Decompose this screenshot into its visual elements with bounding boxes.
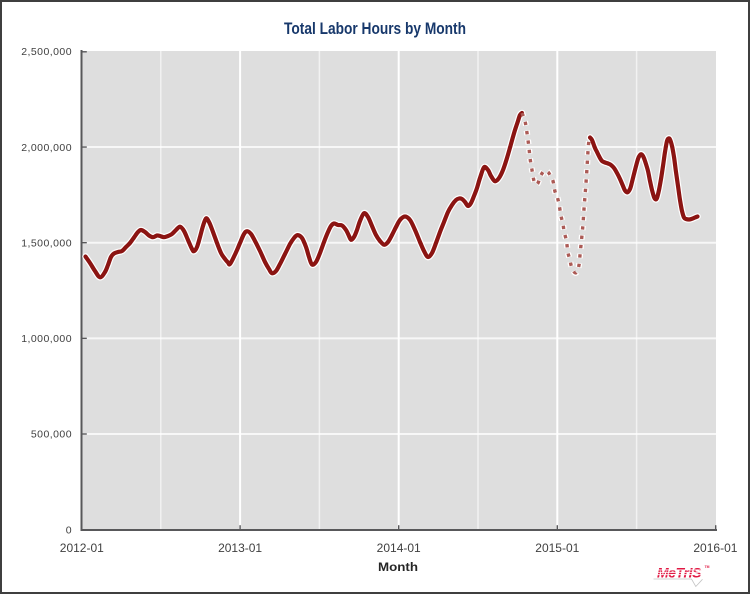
svg-text:Month: Month [378,560,418,574]
svg-text:1,500,000: 1,500,000 [21,237,72,249]
svg-text:0: 0 [66,524,72,536]
svg-text:2014-01: 2014-01 [377,541,421,555]
svg-text:500,000: 500,000 [31,429,72,441]
svg-text:2012-01: 2012-01 [60,541,104,555]
svg-text:2015-01: 2015-01 [535,541,579,555]
svg-text:1,000,000: 1,000,000 [21,333,72,345]
svg-text:2,000,000: 2,000,000 [21,142,72,154]
svg-text:TM: TM [705,565,710,569]
svg-text:2013-01: 2013-01 [218,541,262,555]
svg-text:Total Labor Hours by Month: Total Labor Hours by Month [284,20,466,38]
svg-text:2016-01: 2016-01 [693,541,737,555]
svg-text:2,500,000: 2,500,000 [21,46,72,58]
